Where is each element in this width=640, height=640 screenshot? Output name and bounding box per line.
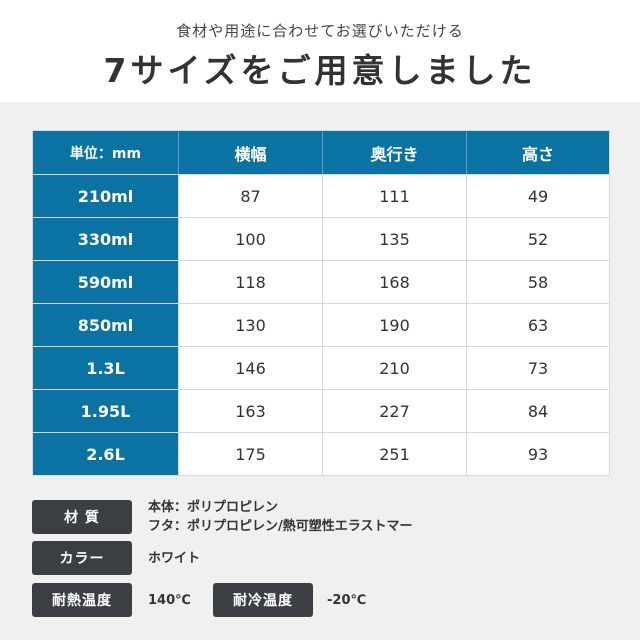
size-table: 単位：mm 横幅 奥行き 高さ 210ml 87 111 49 330ml 10… [32, 130, 610, 476]
material-spec: 材 質 本体：ポリプロピレン フタ：ポリプロピレン/熱可塑性エラストマー [32, 498, 413, 536]
depth-value: 190 [322, 304, 466, 346]
subtitle: 食材や用途に合わせてお選びいただける [176, 22, 464, 40]
height-value: 84 [466, 390, 609, 432]
height-value: 58 [466, 261, 609, 303]
depth-value: 168 [322, 261, 466, 303]
width-value: 100 [178, 218, 322, 260]
table-row: 1.3L 146 210 73 [33, 346, 609, 389]
depth-value: 251 [322, 433, 466, 475]
width-value: 118 [178, 261, 322, 303]
size-label: 2.6L [33, 433, 178, 475]
width-value: 130 [178, 304, 322, 346]
material-values: 本体：ポリプロピレン フタ：ポリプロピレン/熱可塑性エラストマー [148, 498, 413, 536]
table-header-row: 単位：mm 横幅 奥行き 高さ [33, 131, 609, 174]
table-row: 1.95L 163 227 84 [33, 389, 609, 432]
width-value: 87 [178, 175, 322, 217]
heat-badge: 耐熱温度 [32, 583, 132, 617]
size-label: 1.3L [33, 347, 178, 389]
color-spec: カラー ホワイト [32, 541, 200, 575]
cold-badge: 耐冷温度 [213, 583, 313, 617]
column-header-height: 高さ [466, 131, 609, 174]
material-lid: フタ：ポリプロピレン/熱可塑性エラストマー [148, 519, 413, 534]
table-row: 2.6L 175 251 93 [33, 432, 609, 475]
height-value: 63 [466, 304, 609, 346]
depth-value: 135 [322, 218, 466, 260]
size-label: 850ml [33, 304, 178, 346]
table-row: 210ml 87 111 49 [33, 174, 609, 217]
column-header-depth: 奥行き [322, 131, 466, 174]
temperature-spec: 耐熱温度 140℃ 耐冷温度 -20℃ [32, 583, 366, 617]
depth-value: 210 [322, 347, 466, 389]
table-row: 330ml 100 135 52 [33, 217, 609, 260]
width-value: 175 [178, 433, 322, 475]
table-row: 850ml 130 190 63 [33, 303, 609, 346]
height-value: 49 [466, 175, 609, 217]
width-value: 163 [178, 390, 322, 432]
color-badge: カラー [32, 541, 132, 575]
size-label: 1.95L [33, 390, 178, 432]
width-value: 146 [178, 347, 322, 389]
cold-value: -20℃ [327, 592, 367, 608]
material-badge: 材 質 [32, 500, 132, 534]
color-value: ホワイト [148, 550, 201, 566]
page-title: 7サイズをご用意しました [103, 51, 537, 90]
height-value: 93 [466, 433, 609, 475]
column-header-width: 横幅 [178, 131, 322, 174]
header-area: 食材や用途に合わせてお選びいただける 7サイズをご用意しました [0, 0, 640, 102]
column-header-unit: 単位：mm [33, 131, 178, 174]
depth-value: 111 [322, 175, 466, 217]
size-label: 330ml [33, 218, 178, 260]
size-label: 590ml [33, 261, 178, 303]
height-value: 73 [466, 347, 609, 389]
height-value: 52 [466, 218, 609, 260]
material-body: 本体：ポリプロピレン [148, 500, 279, 515]
depth-value: 227 [322, 390, 466, 432]
size-label: 210ml [33, 175, 178, 217]
heat-value: 140℃ [148, 592, 191, 608]
table-row: 590ml 118 168 58 [33, 260, 609, 303]
